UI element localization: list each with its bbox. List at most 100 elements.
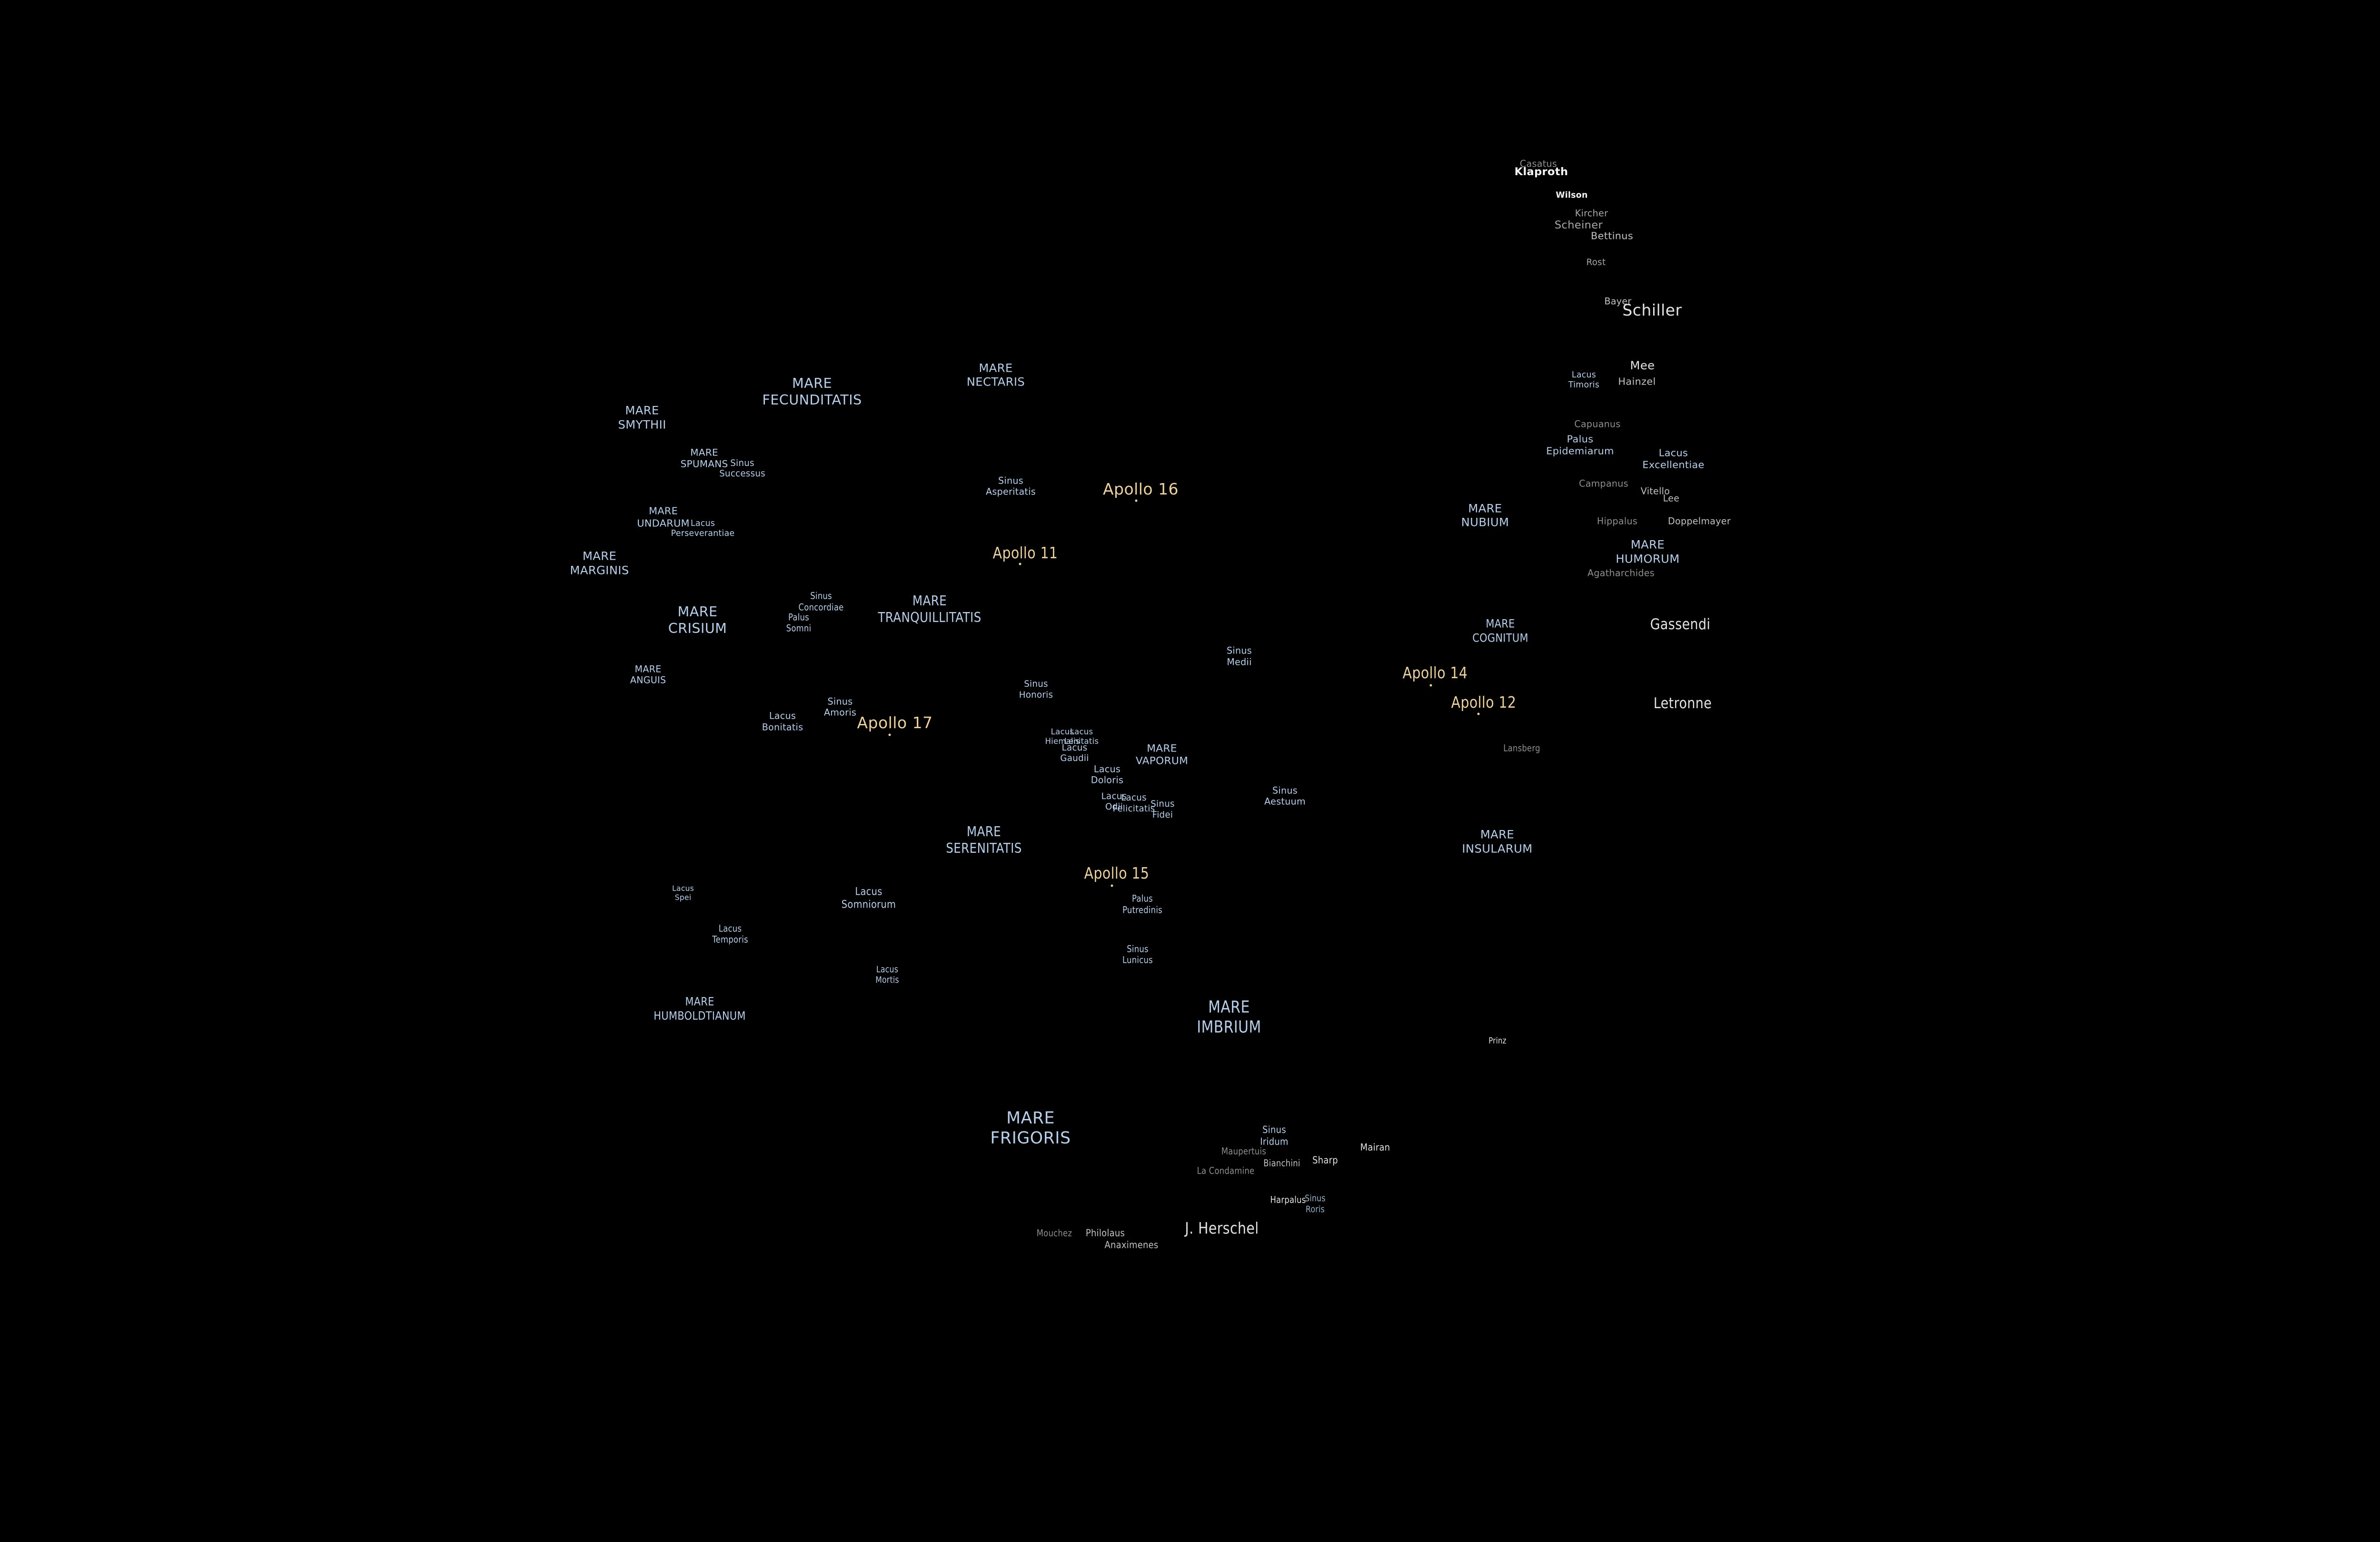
- label-apollo-16[interactable]: Apollo 16: [1103, 480, 1179, 499]
- label-mare-undarum[interactable]: MARE UNDARUM: [637, 505, 690, 530]
- label-prinz[interactable]: Prinz: [1488, 1036, 1506, 1046]
- label-mare-crisium[interactable]: MARE CRISIUM: [668, 603, 727, 637]
- label-wilson-line: Wilson: [1556, 190, 1588, 200]
- label-apollo-14[interactable]: Apollo 14: [1403, 663, 1468, 682]
- label-kircher[interactable]: Kircher: [1575, 208, 1608, 218]
- label-sinus-successus[interactable]: Sinus Successus: [719, 458, 765, 479]
- label-sinus-asperitatis[interactable]: Sinus Asperitatis: [986, 475, 1036, 498]
- label-lacus-lenitatis[interactable]: Lacus Lenitatis: [1064, 727, 1099, 746]
- label-mare-fecunditatis[interactable]: MARE FECUNDITATIS: [762, 375, 862, 408]
- label-lacus-mortis[interactable]: Lacus Mortis: [875, 965, 899, 986]
- label-lacus-gaudii[interactable]: Lacus Gaudii: [1060, 743, 1089, 764]
- apollo-11-site-marker-dot[interactable]: [1019, 563, 1021, 565]
- label-mare-tranquillitatis[interactable]: MARE TRANQUILLITATIS: [878, 593, 981, 626]
- label-gassendi-line: Gassendi: [1650, 616, 1711, 633]
- label-wilson[interactable]: Wilson: [1556, 191, 1587, 201]
- label-apollo-12[interactable]: Apollo 12: [1451, 693, 1517, 712]
- label-mare-serenitatis-line: MARE: [966, 823, 1001, 840]
- label-apollo-15[interactable]: Apollo 15: [1084, 864, 1149, 883]
- label-bianchini-line: Bianchini: [1263, 1157, 1300, 1169]
- apollo-12-site-marker-dot[interactable]: [1477, 712, 1480, 715]
- apollo-17-site-marker-dot[interactable]: [888, 733, 891, 736]
- label-campanus[interactable]: Campanus: [1579, 478, 1628, 489]
- label-palus-putredinis[interactable]: Palus Putredinis: [1122, 893, 1162, 916]
- label-lacus-excellentiae[interactable]: Lacus Excellentiae: [1642, 447, 1704, 471]
- label-bianchini[interactable]: Bianchini: [1263, 1157, 1300, 1168]
- label-lacus-felicitatis[interactable]: Lacus Felicitatis: [1113, 793, 1155, 814]
- label-sinus-medii[interactable]: Sinus Medii: [1227, 645, 1252, 668]
- label-lansberg[interactable]: Lansberg: [1503, 743, 1540, 754]
- label-lacus-somniorum[interactable]: Lacus Somniorum: [842, 885, 896, 911]
- label-casatus[interactable]: Casatus: [1520, 158, 1557, 169]
- label-vitello[interactable]: Vitello: [1641, 485, 1670, 496]
- label-agatharchides[interactable]: Agatharchides: [1587, 567, 1655, 578]
- label-sharp[interactable]: Sharp: [1312, 1154, 1338, 1166]
- label-sinus-amoris[interactable]: Sinus Amoris: [824, 696, 856, 719]
- label-mare-frigoris[interactable]: MARE FRIGORIS: [990, 1108, 1071, 1149]
- label-apollo-17[interactable]: Apollo 17: [857, 713, 932, 732]
- label-harpalus[interactable]: Harpalus: [1270, 1194, 1306, 1205]
- label-klaproth[interactable]: Klaproth: [1515, 166, 1568, 179]
- label-mare-marginis[interactable]: MARE MARGINIS: [570, 549, 629, 577]
- label-lacus-bonitatis[interactable]: Lacus Bonitatis: [762, 711, 803, 733]
- label-mare-humorum[interactable]: MARE HUMORUM: [1616, 537, 1679, 565]
- label-sinus-honoris-line: Sinus: [1024, 679, 1048, 690]
- label-mouchez[interactable]: Mouchez: [1036, 1227, 1071, 1238]
- apollo-16-site-marker-dot[interactable]: [1135, 499, 1138, 502]
- label-gassendi[interactable]: Gassendi: [1650, 615, 1711, 633]
- label-mare-smythii[interactable]: MARE SMYTHII: [618, 403, 666, 431]
- label-mare-imbrium[interactable]: MARE IMBRIUM: [1197, 998, 1261, 1038]
- label-lacus-bonitatis-line: Bonitatis: [762, 722, 803, 733]
- label-palus-somni[interactable]: Palus Somni: [786, 612, 811, 634]
- label-mare-serenitatis[interactable]: MARE SERENITATIS: [946, 823, 1022, 857]
- label-lacus-perseverantiae[interactable]: Lacus Perseverantiae: [671, 519, 735, 539]
- label-bayer[interactable]: Bayer: [1604, 296, 1631, 306]
- label-mare-nectaris[interactable]: MARE NECTARIS: [967, 361, 1025, 389]
- label-mare-cognitum[interactable]: MARE COGNITUM: [1472, 616, 1528, 644]
- label-capuanus[interactable]: Capuanus: [1574, 419, 1620, 430]
- label-mare-spumans[interactable]: MARE SPUMANS: [681, 447, 728, 470]
- label-mare-nubium[interactable]: MARE NUBIUM: [1461, 501, 1509, 529]
- label-palus-epidemiarum[interactable]: Palus Epidemiarum: [1546, 434, 1614, 458]
- label-sinus-fidei[interactable]: Sinus Fidei: [1150, 799, 1175, 820]
- label-sinus-lunicus[interactable]: Sinus Lunicus: [1122, 944, 1153, 966]
- label-hippalus[interactable]: Hippalus: [1597, 516, 1637, 527]
- label-lacus-temporis[interactable]: Lacus Temporis: [712, 923, 748, 945]
- label-mare-vaporum[interactable]: MARE VAPORUM: [1136, 742, 1188, 768]
- label-anaximenes[interactable]: Anaximenes: [1104, 1239, 1158, 1251]
- label-sinus-roris[interactable]: Sinus Roris: [1305, 1194, 1326, 1215]
- label-philolaus[interactable]: Philolaus: [1085, 1227, 1124, 1239]
- label-mairan[interactable]: Mairan: [1360, 1141, 1390, 1153]
- label-mare-anguis[interactable]: MARE ANGUIS: [630, 663, 666, 686]
- label-sinus-iridum[interactable]: Sinus Iridum: [1260, 1124, 1288, 1148]
- label-doppelmayer[interactable]: Doppelmayer: [1668, 516, 1731, 527]
- label-lacus-temporis-line: Lacus: [718, 923, 742, 934]
- label-lee[interactable]: Lee: [1663, 493, 1680, 504]
- label-lacus-doloris[interactable]: Lacus Doloris: [1091, 764, 1123, 786]
- label-mare-humboldtianum[interactable]: MARE HUMBOLDTIANUM: [654, 994, 745, 1022]
- label-mee[interactable]: Mee: [1630, 359, 1655, 373]
- label-lacus-hiemalis[interactable]: Lacus Hiemalis: [1045, 727, 1080, 746]
- label-bettinus[interactable]: Bettinus: [1591, 230, 1633, 242]
- label-campanus-line: Campanus: [1579, 477, 1628, 489]
- label-letronne[interactable]: Letronne: [1654, 694, 1712, 712]
- label-hainzel[interactable]: Hainzel: [1618, 376, 1656, 387]
- label-sinus-aestuum[interactable]: Sinus Aestuum: [1264, 785, 1306, 807]
- apollo-15-site-marker-dot[interactable]: [1111, 884, 1113, 887]
- label-sinus-honoris[interactable]: Sinus Honoris: [1019, 679, 1053, 700]
- label-lacus-timoris[interactable]: Lacus Timoris: [1568, 370, 1599, 390]
- label-maupertuis[interactable]: Maupertuis: [1221, 1146, 1266, 1156]
- label-scheiner[interactable]: Scheiner: [1555, 219, 1603, 232]
- label-lacus-odii[interactable]: Lacus Odii: [1101, 791, 1127, 812]
- apollo-14-site-marker-dot[interactable]: [1429, 684, 1432, 687]
- label-schiller[interactable]: Schiller: [1622, 301, 1682, 320]
- label-lacus-spei[interactable]: Lacus Spei: [672, 884, 694, 902]
- label-rost[interactable]: Rost: [1587, 257, 1606, 267]
- label-j-herschel[interactable]: J. Herschel: [1185, 1219, 1259, 1238]
- label-apollo-11[interactable]: Apollo 11: [993, 544, 1058, 563]
- moon-chart[interactable]: MARE FECUNDITATIS MARE NECTARIS MARE SMYTHII M…: [0, 0, 2380, 1339]
- label-sinus-concordiae[interactable]: Sinus Concordiae: [798, 591, 843, 613]
- label-la-condamine[interactable]: La Condamine: [1197, 1165, 1255, 1176]
- label-mare-insularum[interactable]: MARE INSULARUM: [1462, 828, 1532, 856]
- label-sinus-aestuum-line: Sinus: [1272, 785, 1298, 796]
